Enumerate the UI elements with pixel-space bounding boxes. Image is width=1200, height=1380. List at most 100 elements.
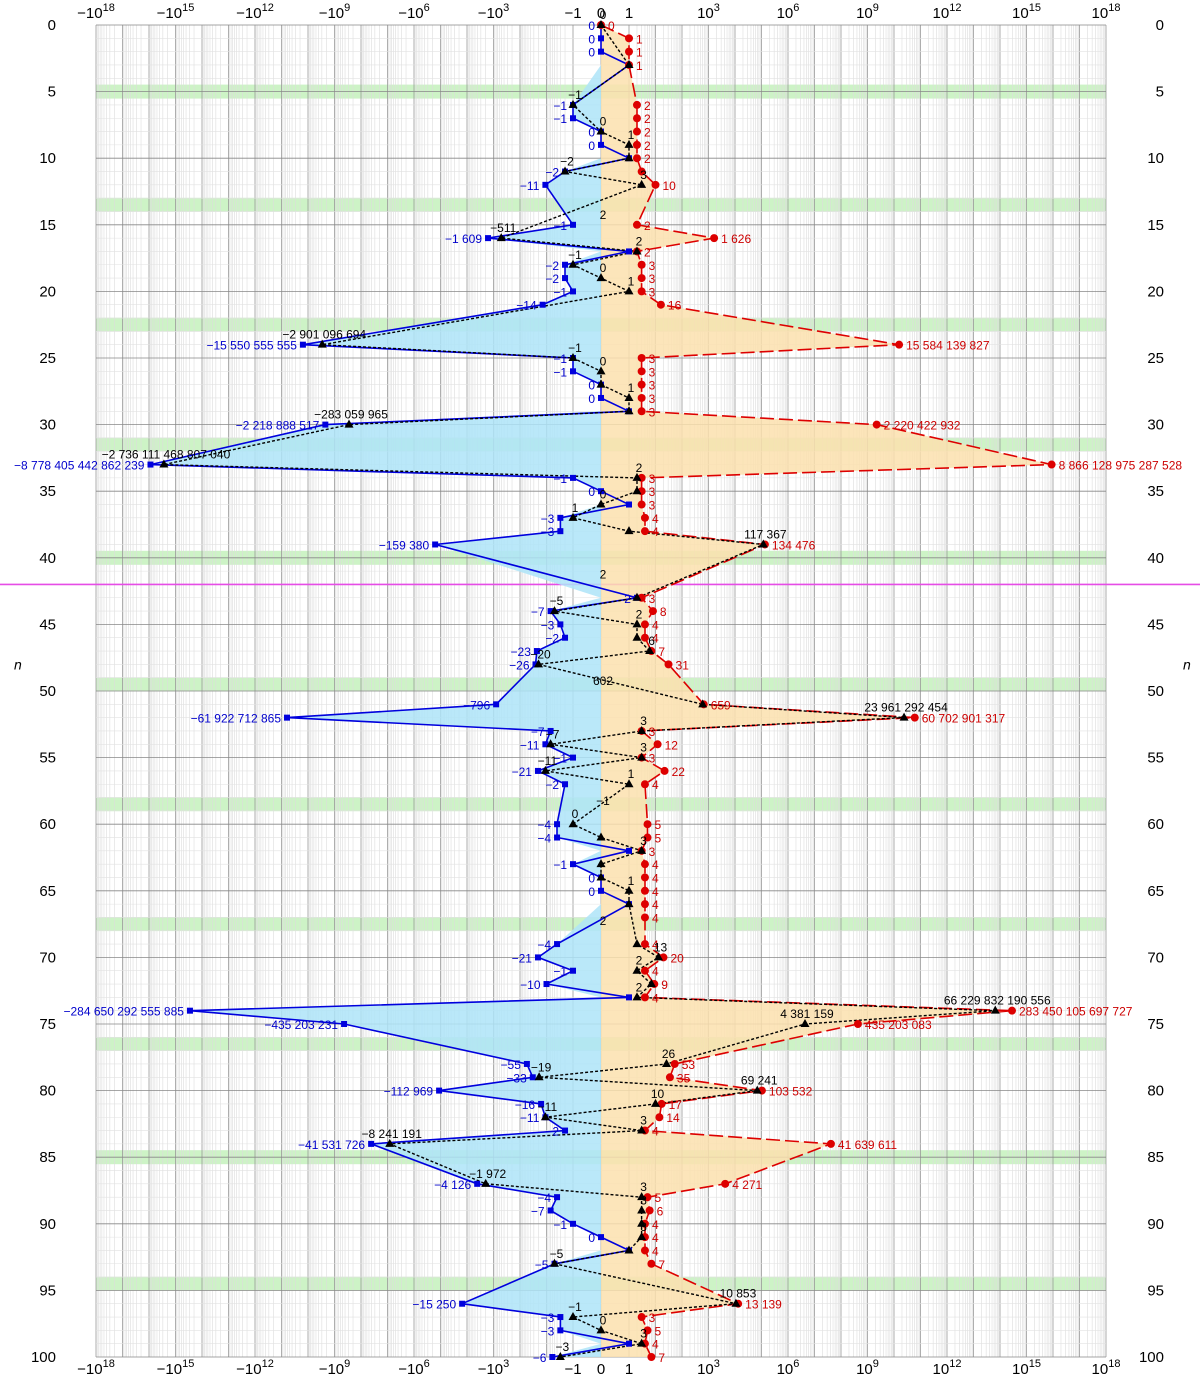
y-tick-label-right: 0 [1156, 17, 1164, 34]
mid-point [632, 246, 642, 255]
x-tick-label-bottom: −103 [478, 1358, 510, 1378]
min-data-label: −1 [553, 365, 567, 379]
y-tick-label-right: 85 [1147, 1149, 1164, 1166]
max-data-label: 4 [652, 1338, 659, 1352]
mid-data-label: −5 [550, 1247, 564, 1261]
y-tick-label-right: 80 [1147, 1083, 1164, 1100]
max-data-label: 8 866 128 975 287 528 [1059, 459, 1183, 473]
mid-point [637, 1205, 647, 1214]
min-point [539, 301, 546, 308]
mid-data-label: 3 [640, 1220, 647, 1234]
max-point [643, 820, 652, 829]
min-point [570, 474, 576, 481]
min-data-label: −7 [531, 1204, 545, 1218]
mid-data-label: 23 961 292 454 [864, 701, 948, 715]
min-data-label: −159 380 [379, 538, 430, 552]
mid-point [546, 739, 556, 748]
max-point [632, 114, 641, 123]
min-data-label: −1 [553, 752, 567, 766]
min-point [557, 621, 564, 628]
mid-data-label: 0 [600, 488, 607, 502]
mid-point [637, 179, 647, 188]
max-point [637, 367, 646, 376]
max-data-label: 1 [636, 59, 643, 73]
x-tick-label-top: −1015 [157, 2, 195, 22]
mid-point [540, 1112, 550, 1121]
max-point [632, 154, 641, 163]
min-data-label: −3 [541, 618, 555, 632]
mid-data-label: 10 853 [720, 1287, 757, 1301]
max-data-label: 4 [652, 1231, 659, 1245]
max-point [645, 1206, 654, 1215]
max-point [640, 513, 649, 522]
min-point [562, 781, 569, 788]
max-data-label: 4 [652, 885, 659, 899]
min-data-label: −11 [520, 179, 540, 193]
max-point [647, 1353, 656, 1361]
min-data-label: −21 [512, 951, 533, 965]
mid-data-label: 3 [640, 1114, 647, 1128]
x-tick-label-bottom: 106 [777, 1358, 800, 1378]
mid-data-label: 13 [654, 940, 668, 954]
mid-point [637, 752, 647, 761]
mid-point [555, 1352, 565, 1360]
mid-point [624, 1245, 634, 1254]
mid-data-label: 1 [628, 128, 635, 142]
y-tick-label-right: 20 [1147, 283, 1164, 300]
mid-data-label: −7 [546, 727, 560, 741]
max-data-label: 3 [649, 285, 656, 299]
max-point [653, 740, 662, 749]
min-point [562, 261, 569, 268]
min-point [570, 754, 576, 761]
max-data-label: 3 [649, 845, 656, 859]
max-data-label: 4 [652, 938, 659, 952]
min-data-label: −33 [506, 1071, 527, 1085]
max-point [637, 393, 646, 402]
y-tick-label-left: 60 [39, 816, 56, 833]
max-point [640, 1246, 649, 1255]
max-point [721, 1179, 730, 1188]
max-data-label: 15 584 139 827 [906, 339, 990, 353]
x-tick-label-bottom: 1012 [933, 1358, 962, 1378]
max-data-label: 4 [652, 871, 659, 885]
mid-point [637, 1338, 647, 1347]
min-data-label: −3 [541, 525, 555, 539]
max-data-label: 2 [644, 245, 651, 259]
min-point [562, 634, 569, 641]
mid-point [899, 712, 909, 721]
min-point [547, 727, 554, 734]
y-tick-label-right: 25 [1147, 350, 1164, 367]
max-data-label: 12 [665, 738, 679, 752]
min-point [598, 394, 604, 401]
mid-point [637, 725, 647, 734]
x-tick-label-bottom: 1018 [1092, 1358, 1121, 1378]
y-tick-label-right: 40 [1147, 550, 1164, 567]
max-point [664, 660, 673, 669]
min-point [626, 501, 632, 508]
max-data-label: 1 [636, 46, 643, 60]
x-tick-label-top: −1012 [236, 2, 274, 22]
max-data-label: 283 450 105 697 727 [1019, 1005, 1133, 1019]
mid-data-label: 117 367 [744, 527, 787, 541]
min-point [557, 514, 564, 521]
x-tick-label-top: 106 [777, 2, 800, 22]
max-data-label: 10 [663, 179, 677, 193]
min-point [534, 767, 541, 774]
mid-point [632, 632, 642, 641]
mid-data-label: 2 [636, 607, 643, 621]
y-tick-label-right: 35 [1147, 483, 1164, 500]
x-tick-label-top: −106 [398, 2, 430, 22]
y-tick-label-right: 50 [1147, 683, 1164, 700]
mid-data-label: 2 [636, 461, 643, 475]
mid-data-label: −2 [560, 155, 574, 169]
y-tick-label-left: 35 [39, 483, 56, 500]
max-point [640, 966, 649, 975]
max-data-label: 4 [652, 1244, 659, 1258]
max-data-label: 4 [652, 965, 659, 979]
mid-point [632, 992, 642, 1001]
y-tick-label-right: 70 [1147, 949, 1164, 966]
y-tick-label-right: 100 [1139, 1349, 1164, 1366]
max-point [665, 1073, 674, 1082]
max-point [670, 1059, 679, 1068]
mid-point [624, 779, 634, 788]
